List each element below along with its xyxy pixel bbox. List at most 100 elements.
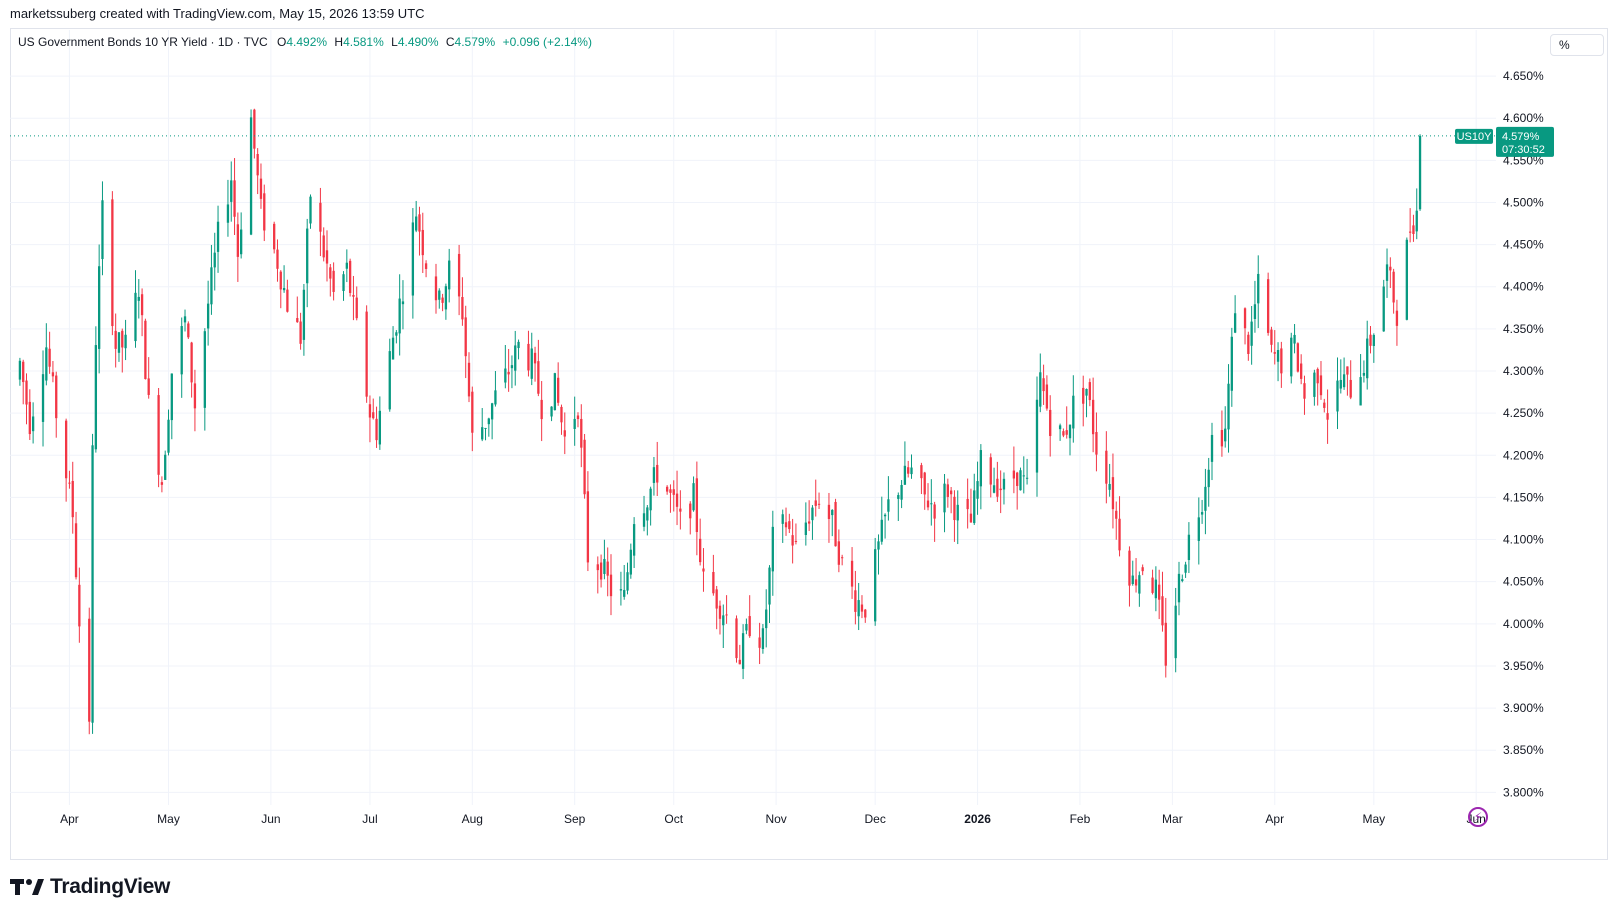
candle [1197, 497, 1200, 565]
candle [695, 461, 699, 556]
candle-body [147, 378, 150, 395]
candle [1319, 361, 1323, 400]
candle [22, 359, 25, 405]
candle [1342, 357, 1346, 390]
candle-body [910, 467, 913, 475]
candle-body [352, 295, 355, 297]
candle [144, 318, 147, 380]
candle [1257, 255, 1260, 329]
candle-body [1115, 510, 1118, 519]
candle [444, 283, 448, 320]
candle-body [273, 223, 276, 250]
time-tick-label: 2026 [964, 812, 991, 826]
candle-body [791, 535, 794, 546]
candle [388, 338, 391, 412]
candle-body [1389, 266, 1392, 271]
time-tick-label: Oct [664, 812, 683, 826]
candle [1349, 360, 1352, 400]
candle [487, 417, 490, 437]
candle [1415, 188, 1418, 240]
candle-body [1418, 135, 1422, 210]
candle-body [398, 298, 401, 334]
candle [517, 339, 520, 360]
candle [342, 271, 345, 301]
candle [718, 600, 722, 635]
candle [599, 554, 603, 588]
unit-selector[interactable]: % [1550, 34, 1604, 56]
price-tag-countdown: 07:30:52 [1502, 144, 1545, 156]
candle [1012, 446, 1016, 494]
candle [788, 513, 791, 534]
candle [540, 381, 543, 442]
candle-body [1131, 575, 1134, 585]
candle [949, 487, 953, 514]
candle [1303, 375, 1306, 415]
candle [279, 270, 282, 309]
candle [68, 470, 71, 489]
candle-body [758, 637, 761, 648]
candle [1111, 453, 1115, 529]
candle-body [296, 318, 299, 323]
candle-body [781, 514, 784, 524]
candle [134, 270, 137, 348]
candle [111, 191, 114, 336]
price-tag-bg [1496, 126, 1554, 157]
tradingview-logo: TradingView [10, 875, 170, 899]
candle [180, 317, 183, 398]
candle-body [88, 618, 91, 722]
candle [91, 433, 94, 734]
candle-body [1187, 534, 1191, 561]
candle [55, 371, 58, 438]
candle-body [1392, 271, 1395, 303]
candle-body [606, 561, 609, 576]
candle [64, 418, 68, 502]
candle [626, 562, 629, 595]
candle-body [514, 345, 517, 371]
candle-body [930, 503, 933, 505]
candle [1154, 566, 1158, 612]
candle [741, 624, 745, 680]
candle-body [490, 403, 494, 420]
candle-body [233, 180, 236, 217]
candle-body [98, 266, 101, 349]
price-axis: 4.650%4.600%4.550%4.500%4.450%4.400%4.35… [1503, 69, 1544, 799]
candle [1091, 377, 1095, 453]
candle [1316, 367, 1319, 406]
candle-body [1346, 366, 1349, 375]
candle-body [599, 562, 603, 580]
price-tick-label: 4.000% [1503, 617, 1544, 631]
candle [576, 412, 580, 428]
candle [98, 244, 101, 374]
candle-body [1197, 517, 1200, 541]
candle [1243, 307, 1247, 345]
candle-body [91, 445, 94, 723]
candle-body [504, 368, 507, 383]
candle-body [461, 297, 464, 320]
candle-body [1049, 409, 1052, 436]
candle-body [1366, 338, 1369, 379]
candle-body [537, 361, 540, 394]
candle [1181, 574, 1184, 583]
candle [1200, 499, 1204, 524]
candle [464, 305, 467, 379]
candle-body [629, 549, 632, 575]
candle [864, 608, 867, 623]
candle [276, 239, 279, 282]
candle [259, 163, 263, 209]
candle-body [771, 526, 774, 572]
candle [1115, 501, 1118, 540]
candle [748, 595, 751, 638]
candle-body [1128, 550, 1131, 586]
candle [1336, 357, 1339, 430]
candle-body [1372, 334, 1375, 346]
candle [101, 181, 104, 276]
candle [850, 547, 854, 599]
candle-body [722, 615, 725, 626]
candle-body [1220, 430, 1224, 447]
lightning-icon[interactable]: ⚡ [1468, 807, 1488, 827]
candle [1016, 471, 1019, 510]
candle-body [533, 352, 537, 364]
candle [761, 624, 765, 654]
time-tick-label: Apr [60, 812, 79, 826]
